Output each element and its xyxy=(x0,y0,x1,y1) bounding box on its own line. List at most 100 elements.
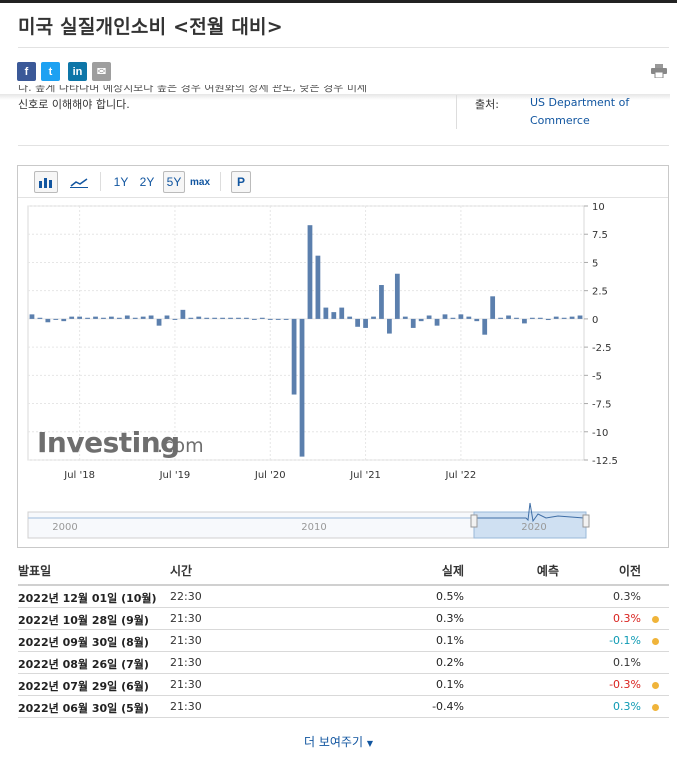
data-bar[interactable] xyxy=(434,318,440,326)
data-bar[interactable] xyxy=(204,317,210,319)
data-bar[interactable] xyxy=(77,316,83,319)
data-bar[interactable] xyxy=(291,318,297,395)
data-bar[interactable] xyxy=(299,318,305,457)
linkedin-share-icon[interactable]: in xyxy=(68,62,87,81)
data-bar[interactable] xyxy=(116,317,122,319)
data-bar[interactable] xyxy=(164,315,170,319)
data-bar[interactable] xyxy=(101,317,106,319)
bar-chart-toggle[interactable] xyxy=(34,171,58,193)
data-bar[interactable] xyxy=(172,318,178,320)
col-header-actual[interactable]: 실제 xyxy=(441,564,464,578)
data-bar[interactable] xyxy=(323,307,329,319)
data-bar[interactable] xyxy=(267,318,273,320)
data-bar[interactable] xyxy=(188,317,194,319)
data-bar[interactable] xyxy=(140,316,146,319)
data-bar[interactable] xyxy=(109,316,114,319)
data-bar[interactable] xyxy=(482,318,488,335)
data-bar[interactable] xyxy=(545,318,551,321)
data-bar[interactable] xyxy=(569,316,575,319)
navigator-handle[interactable] xyxy=(582,514,590,528)
data-bar[interactable] xyxy=(387,318,392,334)
revision-indicator-icon[interactable] xyxy=(652,616,659,623)
p-button[interactable]: P xyxy=(231,171,251,193)
data-bar[interactable] xyxy=(426,315,432,319)
show-more-link[interactable]: 더 보여주기 ▼ xyxy=(304,735,373,749)
col-header-previous[interactable]: 이전 xyxy=(618,564,641,578)
data-bar[interactable] xyxy=(315,255,321,319)
data-bar[interactable] xyxy=(45,318,51,323)
data-bar[interactable] xyxy=(498,317,503,319)
data-bar[interactable] xyxy=(29,314,35,319)
data-bar[interactable] xyxy=(410,318,416,328)
email-share-icon[interactable]: ✉ xyxy=(92,62,111,81)
data-bar[interactable] xyxy=(275,318,281,320)
range-5y-button[interactable]: 5Y xyxy=(163,171,185,193)
data-bar[interactable] xyxy=(394,273,400,319)
data-bar[interactable] xyxy=(506,315,511,319)
data-bar[interactable] xyxy=(577,315,583,319)
y-tick-label: -10 xyxy=(592,428,608,439)
revision-indicator-icon[interactable] xyxy=(652,682,659,689)
data-bar[interactable] xyxy=(339,307,345,319)
data-bar[interactable] xyxy=(529,317,535,319)
col-header-date[interactable]: 발표일 xyxy=(18,564,52,578)
range-1y-button[interactable]: 1Y xyxy=(113,175,129,189)
data-bar[interactable] xyxy=(371,316,376,319)
data-bar[interactable] xyxy=(93,316,98,319)
navigator-handle[interactable] xyxy=(470,514,478,528)
revision-indicator-icon[interactable] xyxy=(652,704,659,711)
source-link[interactable]: US Department of Commerce xyxy=(530,96,630,127)
print-icon[interactable] xyxy=(651,64,667,78)
data-bar[interactable] xyxy=(490,296,496,319)
data-bar[interactable] xyxy=(69,316,75,319)
data-bar[interactable] xyxy=(236,317,241,319)
data-bar[interactable] xyxy=(156,318,162,326)
release-time-cell: 22:30 xyxy=(170,590,202,603)
data-bar[interactable] xyxy=(61,318,67,322)
data-bar[interactable] xyxy=(561,317,567,319)
description-text: 다. 높게 나타나며 예상치보다 높은 경우 여원화의 상세 관도, 낮은 경우… xyxy=(18,85,368,111)
data-bar[interactable] xyxy=(180,309,186,319)
data-bar[interactable] xyxy=(331,312,337,319)
data-bar[interactable] xyxy=(124,315,130,319)
data-bar[interactable] xyxy=(53,318,59,320)
data-bar[interactable] xyxy=(537,317,543,319)
data-bar[interactable] xyxy=(307,225,313,319)
facebook-share-icon[interactable]: f xyxy=(17,62,36,81)
twitter-share-icon[interactable]: t xyxy=(41,62,60,81)
data-bar[interactable] xyxy=(148,315,154,319)
data-bar[interactable] xyxy=(458,314,464,319)
data-bar[interactable] xyxy=(85,317,90,319)
data-bar[interactable] xyxy=(402,316,408,319)
data-bar[interactable] xyxy=(347,316,353,319)
data-bar[interactable] xyxy=(244,317,249,319)
data-bar[interactable] xyxy=(283,318,289,320)
data-bar[interactable] xyxy=(220,317,225,319)
data-bar[interactable] xyxy=(259,317,265,319)
data-bar[interactable] xyxy=(450,317,456,319)
data-bar[interactable] xyxy=(418,318,424,322)
data-bar[interactable] xyxy=(379,285,384,319)
data-bar[interactable] xyxy=(251,318,257,320)
release-time-cell: 21:30 xyxy=(170,700,202,713)
data-bar[interactable] xyxy=(355,318,361,327)
range-navigator[interactable]: 2000 2010 2020 xyxy=(27,502,590,539)
data-bar[interactable] xyxy=(228,317,233,319)
col-header-forecast[interactable]: 예측 xyxy=(536,564,559,578)
data-bar[interactable] xyxy=(442,314,448,319)
data-bar[interactable] xyxy=(132,317,138,319)
data-bar[interactable] xyxy=(363,318,368,328)
revision-indicator-icon[interactable] xyxy=(652,638,659,645)
col-header-time[interactable]: 시간 xyxy=(170,564,193,578)
data-bar[interactable] xyxy=(474,318,480,322)
data-bar[interactable] xyxy=(196,316,202,319)
range-2y-button[interactable]: 2Y xyxy=(139,175,155,189)
line-chart-toggle[interactable] xyxy=(67,171,91,193)
data-bar[interactable] xyxy=(37,317,43,319)
data-bar[interactable] xyxy=(212,317,218,319)
data-bar[interactable] xyxy=(466,316,472,319)
data-bar[interactable] xyxy=(553,316,559,319)
data-bar[interactable] xyxy=(522,318,527,324)
data-bar[interactable] xyxy=(514,317,519,319)
range-max-button[interactable]: max xyxy=(189,176,210,188)
